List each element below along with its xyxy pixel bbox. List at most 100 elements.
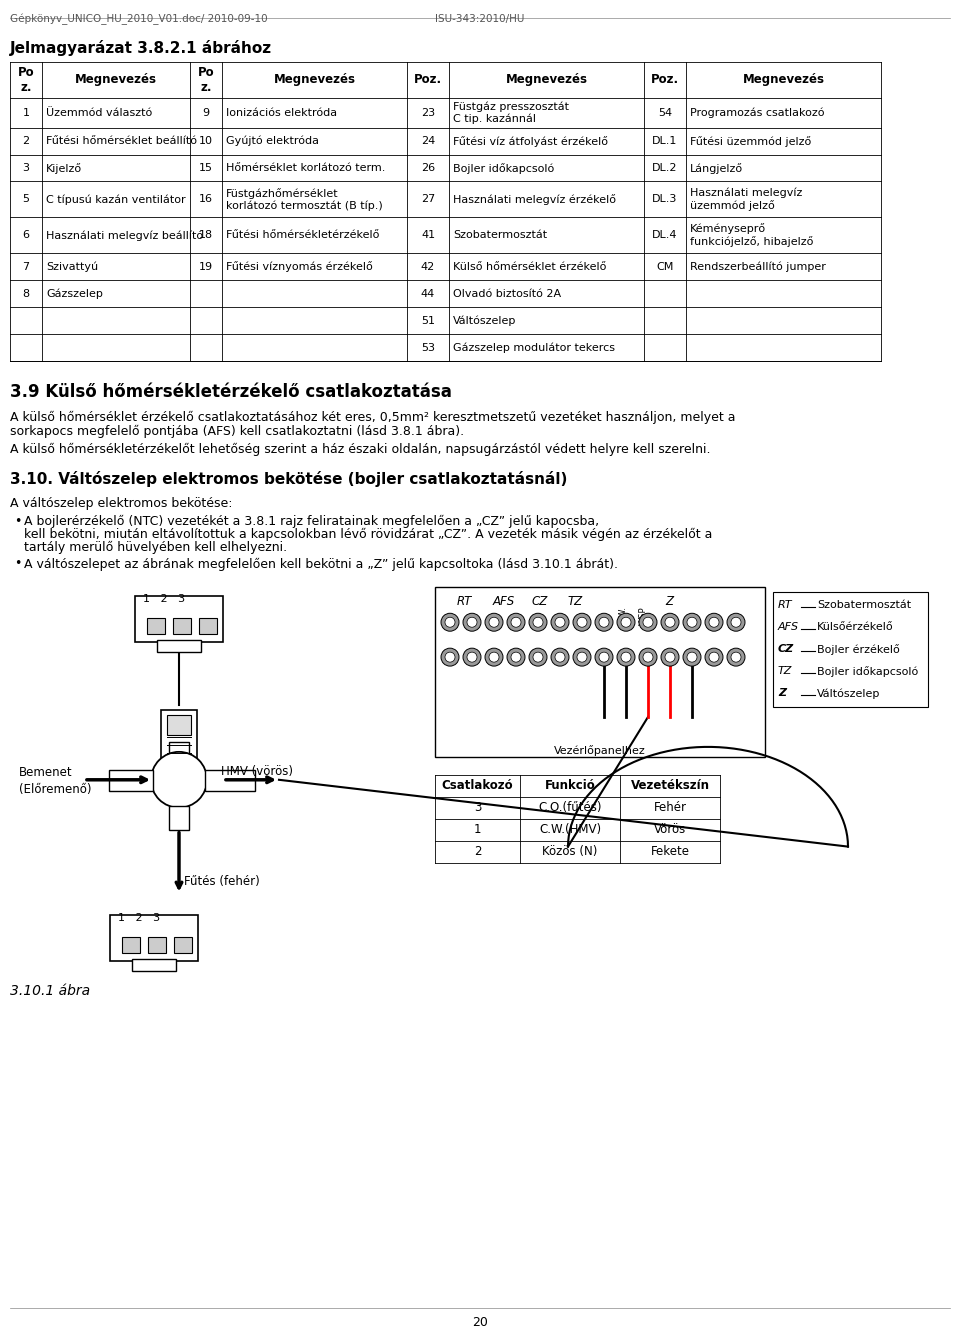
Text: Külső hőmérséklet érzékelő: Külső hőmérséklet érzékelő bbox=[453, 262, 607, 272]
Text: Bojler időkapcsoló: Bojler időkapcsoló bbox=[453, 163, 554, 173]
Text: 3.10.1 ábra: 3.10.1 ábra bbox=[10, 984, 90, 998]
Text: Megnevezés: Megnevezés bbox=[742, 73, 825, 87]
Text: Vezérlőpanelhez: Vezérlőpanelhez bbox=[554, 745, 646, 755]
Text: Z: Z bbox=[778, 689, 786, 698]
Text: Lángjelző: Lángjelző bbox=[690, 163, 743, 173]
Text: 53: 53 bbox=[421, 342, 435, 353]
Circle shape bbox=[507, 649, 525, 666]
Text: sorkapocs megfelelő pontjába (AFS) kell csatlakoztatni (lásd 3.8.1 ábra).: sorkapocs megfelelő pontjába (AFS) kell … bbox=[10, 425, 464, 438]
Circle shape bbox=[507, 613, 525, 631]
Text: Üzemmód választó: Üzemmód választó bbox=[46, 108, 153, 117]
Circle shape bbox=[617, 613, 635, 631]
Circle shape bbox=[639, 649, 657, 666]
Circle shape bbox=[467, 617, 477, 627]
Text: 8: 8 bbox=[22, 289, 30, 298]
Text: A bojlerérzékelő (NTC) vezetékét a 3.8.1 rajz feliratainak megfelelően a „CZ” je: A bojlerérzékelő (NTC) vezetékét a 3.8.1… bbox=[24, 514, 599, 527]
Text: •: • bbox=[14, 557, 21, 570]
Circle shape bbox=[687, 653, 697, 662]
Text: Megnevezés: Megnevezés bbox=[506, 73, 588, 87]
Text: C.O.(fűtés): C.O.(fűtés) bbox=[539, 802, 602, 814]
Text: HMV (vörös): HMV (vörös) bbox=[221, 765, 293, 778]
Text: DL.4: DL.4 bbox=[652, 230, 678, 240]
Circle shape bbox=[621, 617, 631, 627]
Text: 19: 19 bbox=[199, 262, 213, 272]
Bar bbox=[169, 806, 189, 830]
Circle shape bbox=[727, 613, 745, 631]
Circle shape bbox=[529, 613, 547, 631]
Text: 15: 15 bbox=[199, 163, 213, 173]
Text: 27: 27 bbox=[420, 194, 435, 204]
Circle shape bbox=[731, 653, 741, 662]
Circle shape bbox=[709, 653, 719, 662]
Text: tartály merülő hüvelyében kell elhelyezni.: tartály merülő hüvelyében kell elhelyezn… bbox=[24, 541, 287, 554]
Circle shape bbox=[731, 617, 741, 627]
Text: Po
z.: Po z. bbox=[17, 65, 35, 93]
Text: 9: 9 bbox=[203, 108, 209, 117]
Circle shape bbox=[577, 653, 587, 662]
Text: Vezetékszín: Vezetékszín bbox=[631, 779, 709, 793]
Text: Szobatermosztát: Szobatermosztát bbox=[453, 230, 547, 240]
Text: Használati melegvíz beállító: Használati melegvíz beállító bbox=[46, 230, 204, 241]
Circle shape bbox=[485, 649, 503, 666]
Circle shape bbox=[687, 617, 697, 627]
Circle shape bbox=[151, 751, 207, 807]
Bar bbox=[135, 597, 223, 642]
Text: Funkció: Funkció bbox=[544, 779, 595, 793]
Circle shape bbox=[665, 653, 675, 662]
Circle shape bbox=[467, 653, 477, 662]
Text: Váltószelep: Váltószelep bbox=[817, 689, 880, 698]
Text: Megnevezés: Megnevezés bbox=[274, 73, 355, 87]
Text: Kéményseprő
funkciójelző, hibajelző: Kéményseprő funkciójelző, hibajelző bbox=[690, 224, 813, 248]
Circle shape bbox=[727, 649, 745, 666]
Text: Gázszelep: Gázszelep bbox=[46, 289, 103, 298]
Text: Z: Z bbox=[665, 595, 673, 609]
Text: CM: CM bbox=[657, 262, 674, 272]
Bar bbox=[205, 770, 255, 791]
Circle shape bbox=[511, 617, 521, 627]
Text: Bemenet: Bemenet bbox=[19, 766, 73, 779]
Text: Fűtési hőmérséklet beállító: Fűtési hőmérséklet beállító bbox=[46, 136, 197, 147]
Circle shape bbox=[577, 617, 587, 627]
Text: 10: 10 bbox=[199, 136, 213, 147]
Text: DL.3: DL.3 bbox=[652, 194, 678, 204]
Text: CZ: CZ bbox=[531, 595, 547, 609]
Text: C típusú kazán ventilátor: C típusú kazán ventilátor bbox=[46, 194, 185, 205]
Text: 54: 54 bbox=[658, 108, 672, 117]
Text: Fekete: Fekete bbox=[651, 844, 689, 858]
Text: Fűtési üzemmód jelző: Fűtési üzemmód jelző bbox=[690, 136, 811, 147]
Text: PE: PE bbox=[598, 615, 608, 625]
Circle shape bbox=[463, 613, 481, 631]
Circle shape bbox=[489, 617, 499, 627]
Circle shape bbox=[485, 613, 503, 631]
Text: Programozás csatlakozó: Programozás csatlakozó bbox=[690, 108, 825, 119]
Text: Füstgáz presszosztát
C tip. kazánnál: Füstgáz presszosztát C tip. kazánnál bbox=[453, 101, 569, 124]
Circle shape bbox=[445, 653, 455, 662]
Text: RT: RT bbox=[457, 595, 472, 609]
Circle shape bbox=[661, 613, 679, 631]
Text: 3.10. Váltószelep elektromos bekötése (bojler csatlakoztatásnál): 3.10. Váltószelep elektromos bekötése (b… bbox=[10, 470, 567, 486]
Text: Fűtés (fehér): Fűtés (fehér) bbox=[184, 875, 260, 887]
Circle shape bbox=[705, 649, 723, 666]
Text: Megnevezés: Megnevezés bbox=[75, 73, 157, 87]
Bar bbox=[435, 587, 765, 757]
Circle shape bbox=[573, 649, 591, 666]
Text: •: • bbox=[14, 514, 21, 527]
Bar bbox=[167, 715, 191, 735]
Circle shape bbox=[551, 613, 569, 631]
Text: 3: 3 bbox=[22, 163, 30, 173]
Circle shape bbox=[555, 617, 565, 627]
Text: 18: 18 bbox=[199, 230, 213, 240]
Text: Közös (N): Közös (N) bbox=[542, 844, 598, 858]
Text: Poz.: Poz. bbox=[651, 73, 679, 87]
Text: 6: 6 bbox=[22, 230, 30, 240]
Text: 42: 42 bbox=[420, 262, 435, 272]
Text: 51: 51 bbox=[421, 316, 435, 325]
Bar bbox=[147, 618, 165, 634]
Bar bbox=[122, 938, 140, 954]
Text: A váltószelepet az ábrának megfelelően kell bekötni a „Z” jelű kapcsoltoka (lásd: A váltószelepet az ábrának megfelelően k… bbox=[24, 557, 618, 570]
Text: 7: 7 bbox=[22, 262, 30, 272]
Text: 16: 16 bbox=[199, 194, 213, 204]
Text: DL.1: DL.1 bbox=[652, 136, 678, 147]
Text: AFS: AFS bbox=[493, 595, 516, 609]
Bar bbox=[773, 593, 928, 707]
